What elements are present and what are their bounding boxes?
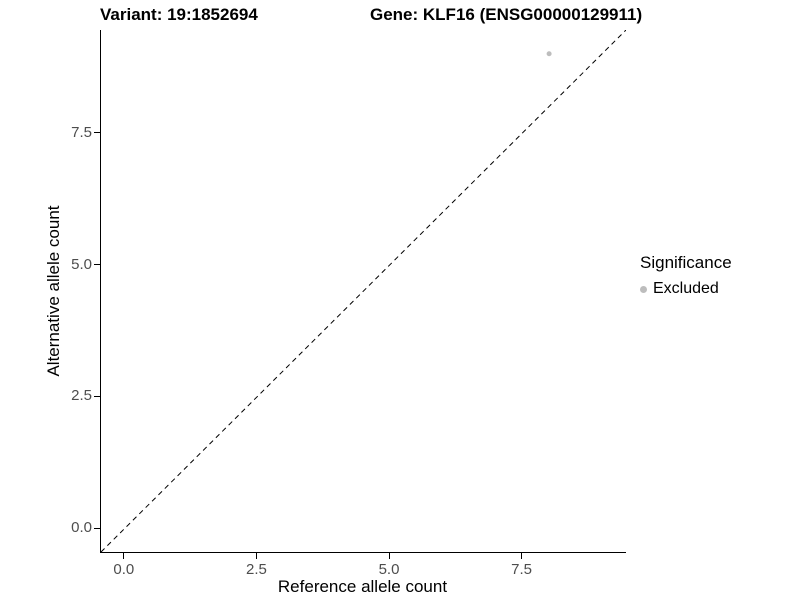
variant-title: Variant: 19:1852694 bbox=[100, 5, 258, 24]
y-tick-mark bbox=[94, 264, 100, 266]
y-tick-label: 2.5 bbox=[71, 387, 92, 405]
y-axis-label: Alternative allele count bbox=[44, 205, 63, 377]
x-tick-mark bbox=[255, 553, 257, 559]
y-tick-mark bbox=[94, 395, 100, 397]
data-point bbox=[546, 51, 552, 57]
x-tick-mark bbox=[521, 553, 523, 559]
x-tick-label: 5.0 bbox=[378, 561, 400, 578]
x-tick-label: 7.5 bbox=[511, 561, 532, 578]
plot-area-svg bbox=[101, 30, 626, 552]
y-tick-label: 7.5 bbox=[71, 123, 92, 141]
identity-line bbox=[101, 30, 626, 552]
x-tick-label: 0.0 bbox=[113, 561, 135, 578]
legend-entry-label: Excluded bbox=[653, 280, 719, 297]
legend-title: Significance bbox=[640, 253, 732, 272]
y-tick-mark bbox=[94, 527, 100, 529]
y-tick-mark bbox=[94, 132, 100, 134]
legend: Significance Excluded bbox=[640, 253, 732, 298]
x-tick-mark bbox=[388, 553, 390, 559]
x-tick-mark bbox=[123, 553, 125, 559]
x-axis-label: Reference allele count bbox=[277, 577, 448, 596]
x-axis-ticks: 0.0 2.5 5.0 7.5 bbox=[100, 553, 625, 585]
x-tick-label: 2.5 bbox=[246, 561, 267, 578]
y-axis-ticks: 0.0 2.5 5.0 7.5 bbox=[0, 30, 100, 552]
plot-panel bbox=[100, 30, 626, 553]
y-tick-label: 5.0 bbox=[71, 255, 92, 273]
gene-title: Gene: KLF16 (ENSG00000129911) bbox=[370, 5, 643, 24]
legend-entry-excluded: Excluded bbox=[640, 280, 732, 298]
y-tick-label: 0.0 bbox=[71, 519, 92, 537]
legend-point-icon bbox=[640, 285, 647, 293]
